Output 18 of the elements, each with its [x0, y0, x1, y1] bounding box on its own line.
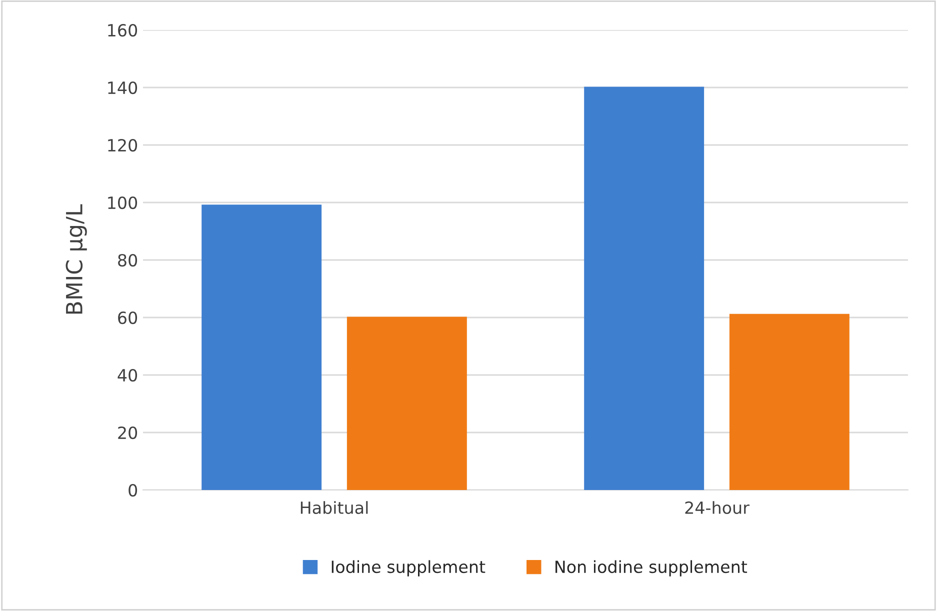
legend-label: Non iodine supplement: [556, 560, 748, 576]
y-tick-label: 40: [118, 368, 138, 382]
y-tick-label: 120: [108, 138, 138, 152]
y-tick-label: 80: [118, 254, 138, 267]
bar: [584, 86, 704, 490]
y-tick-label: 20: [118, 426, 138, 440]
y-tick-label: 160: [108, 24, 138, 37]
y-tick-label: 60: [118, 311, 138, 324]
y-axis-title: BMIC µg/L: [66, 204, 87, 314]
bar: [346, 316, 467, 490]
y-tick-label: 100: [108, 196, 138, 210]
x-tick-label: Habitual: [300, 501, 368, 514]
legend-label: Iodine supplement: [332, 560, 486, 576]
bar: [202, 204, 322, 490]
y-tick-label: 0: [128, 484, 138, 497]
x-tick-label: 24-hour: [685, 501, 750, 514]
bar: [729, 314, 850, 490]
y-tick-label: 140: [108, 81, 138, 94]
